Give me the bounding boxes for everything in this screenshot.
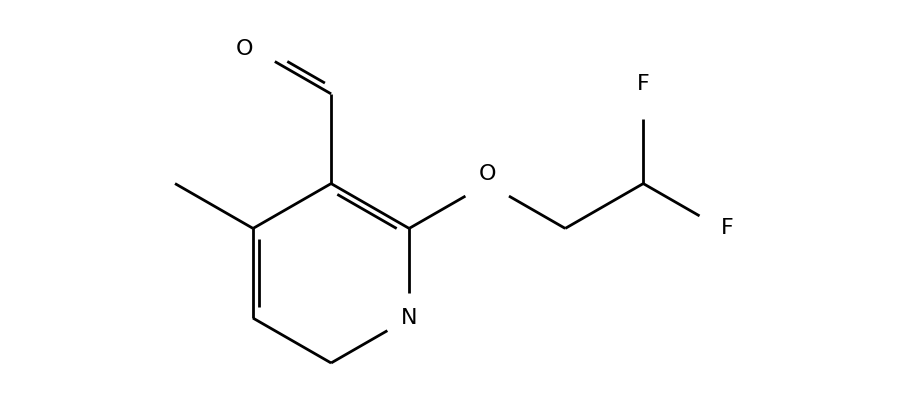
Text: O: O	[479, 164, 496, 184]
Text: O: O	[235, 39, 253, 59]
Text: F: F	[721, 218, 734, 239]
Text: F: F	[637, 74, 649, 94]
Text: N: N	[401, 308, 418, 328]
